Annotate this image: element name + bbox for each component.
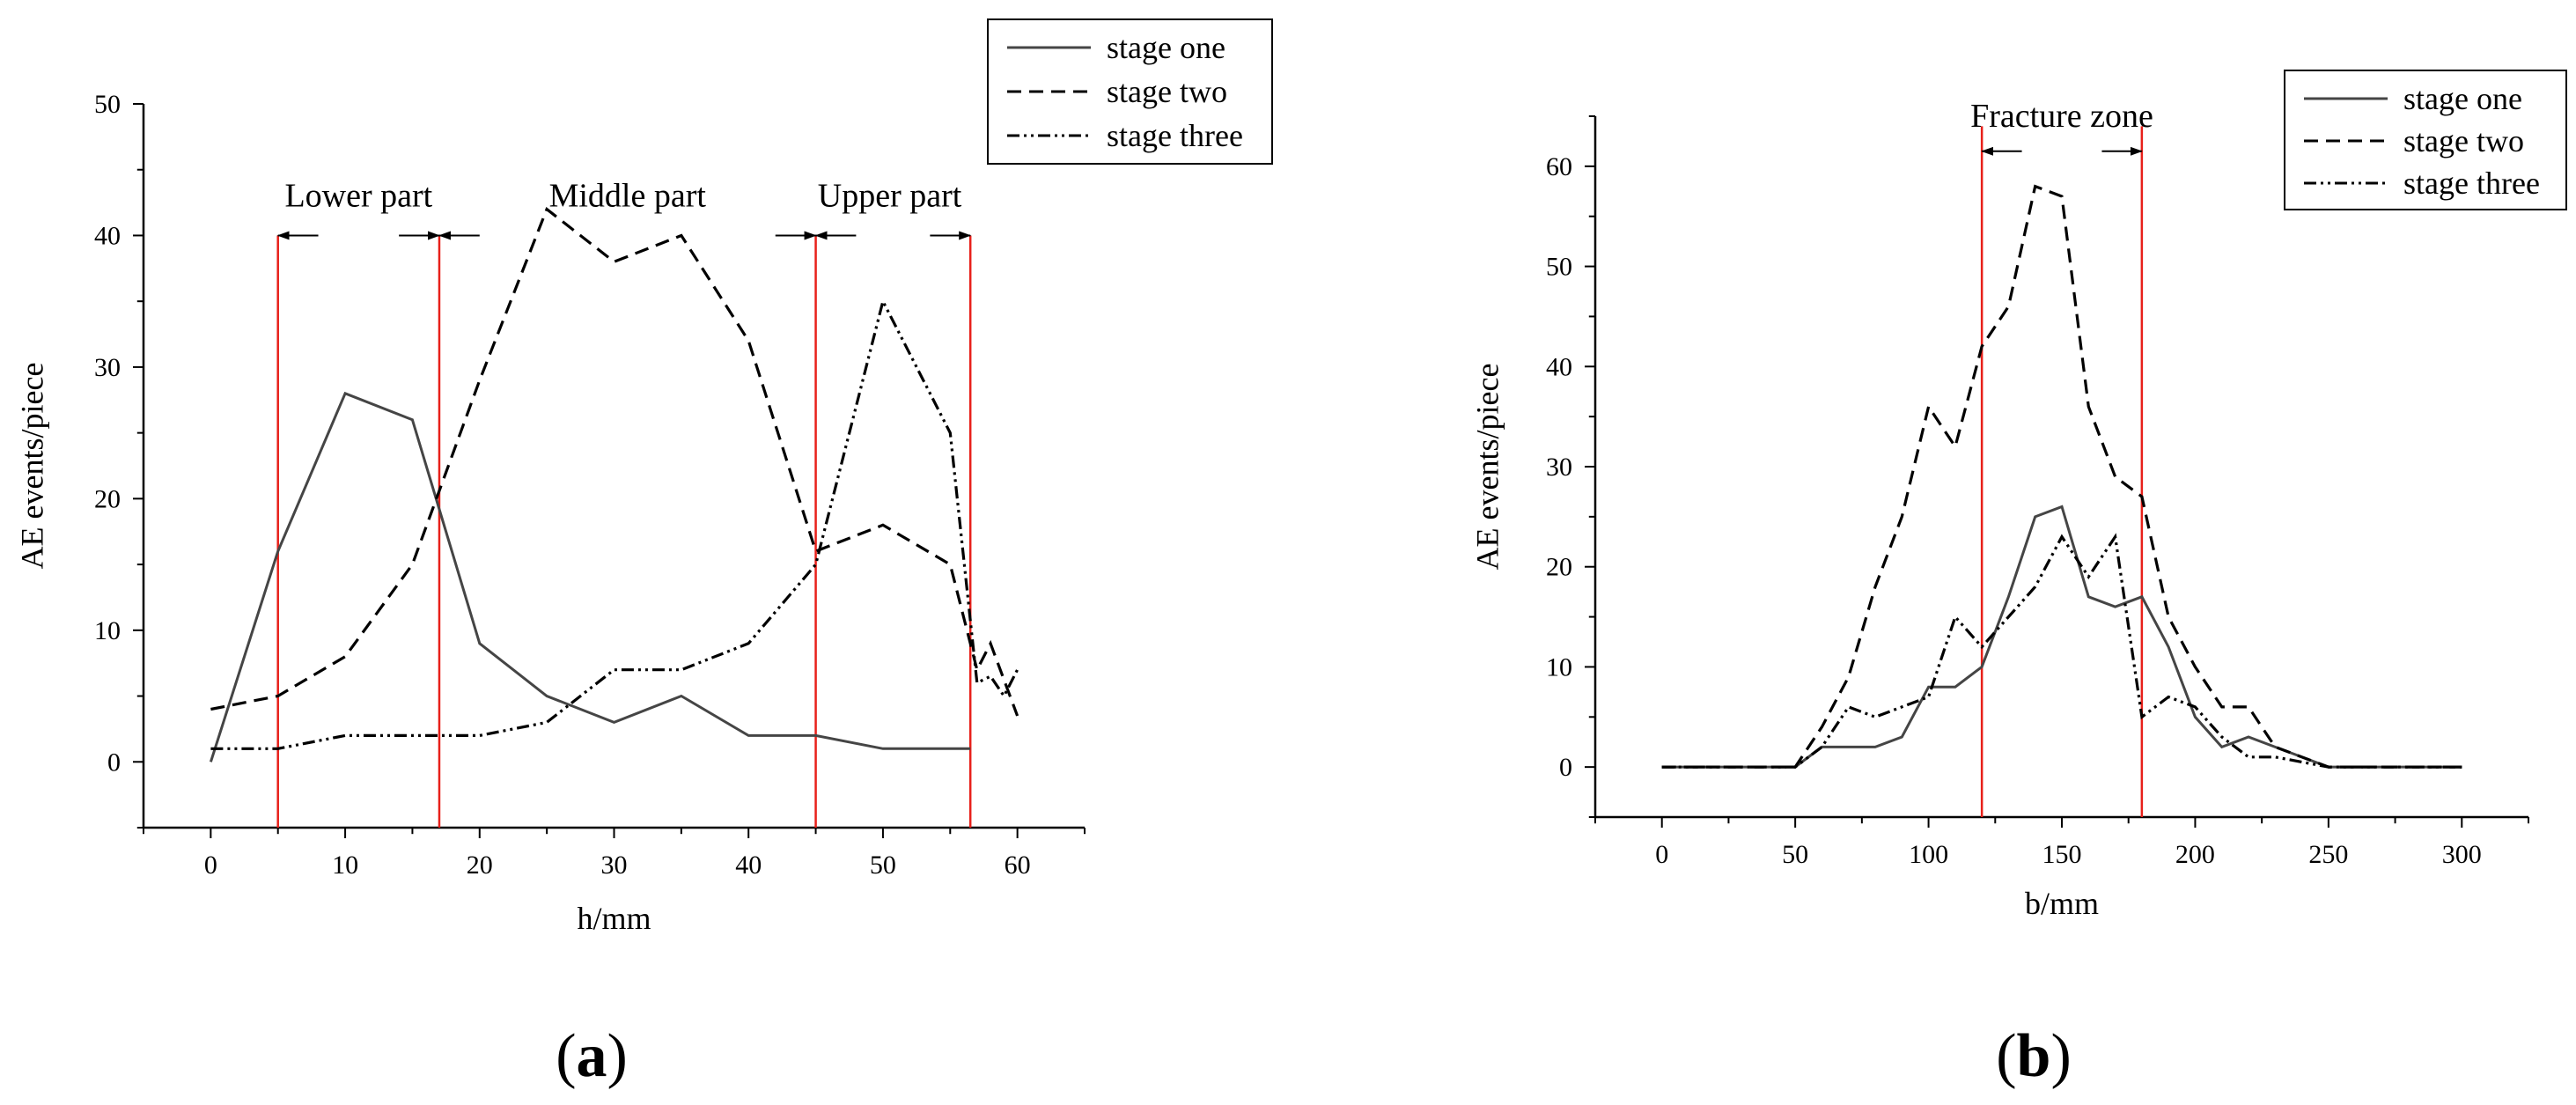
panel-b-x-tick-label: 250	[2308, 840, 2348, 869]
panel-a-label: (a)	[556, 1022, 628, 1090]
panel-a-x-tick-label: 10	[332, 851, 358, 880]
panel-a-x-tick-label: 40	[735, 851, 762, 880]
panel-a-y-tick-label: 50	[94, 90, 121, 119]
panel-b-x-tick-label: 300	[2442, 840, 2482, 869]
panel-a-y-tick-label: 10	[94, 616, 121, 645]
panel-a-legend-label: stage three	[1107, 118, 1243, 153]
panel-b-x-tick-label: 100	[1909, 840, 1948, 869]
panel-a-y-tick-label: 0	[107, 748, 121, 777]
chart-panel-b: (b) 0 50 100 150 200 250 300 0 10 20 30 40 50 60 b/mm A…	[1469, 70, 2567, 1090]
panel-a-x-tick-label: 50	[870, 851, 896, 880]
panel-a-x-tick-label: 0	[204, 851, 217, 880]
panel-a-y-axis-title: AE events/piece	[14, 363, 49, 570]
panel-a-series-line-stage-one	[209, 391, 971, 762]
panel-b-legend-label: stage three	[2403, 166, 2540, 201]
panel-b-y-tick-label: 20	[1546, 553, 1572, 582]
panel-a-series-line-stage-three	[210, 297, 1019, 750]
panel-a-x-tick-label: 60	[1005, 851, 1031, 880]
panel-a-x-axis-title: h/mm	[577, 901, 651, 936]
panel-b-x-tick-label: 0	[1655, 840, 1668, 869]
panel-b-zone-annotation: Fracture zone	[1970, 98, 2153, 135]
panel-b-x-tick-label: 50	[1782, 840, 1808, 869]
panel-b-y-tick-label: 60	[1546, 152, 1572, 181]
panel-b-x-tick-label: 150	[2042, 840, 2082, 869]
panel-b-legend-label: stage one	[2403, 81, 2522, 116]
panel-a-x-tick-label: 30	[601, 851, 628, 880]
panel-b-x-axis-title: b/mm	[2025, 886, 2099, 921]
panel-b-series-line-stage-three	[1661, 533, 2462, 769]
panel-b-x-tick-label: 200	[2175, 840, 2215, 869]
panel-b-y-tick-label: 10	[1546, 652, 1572, 681]
panel-a-y-tick-label: 40	[94, 221, 121, 250]
panel-a-legend-label: stage one	[1107, 30, 1225, 65]
panel-b-letter: b	[2017, 1022, 2051, 1090]
panel-b-series-line-stage-two	[1661, 184, 2462, 769]
panel-a-y-tick-label: 30	[94, 353, 121, 382]
chart-panel-a: (a) 0 10 20 30 40 50 60 0 10 20 30 40 50 h/mm AE event…	[14, 18, 1273, 1090]
panel-a-letter: a	[577, 1022, 607, 1090]
panel-b-y-axis-title: AE events/piece	[1469, 364, 1505, 571]
panel-b-y-tick-label: 40	[1546, 352, 1572, 381]
panel-a-zone-annotation: Lower part	[284, 178, 432, 215]
panel-a-y-tick-label: 20	[94, 484, 121, 513]
panel-b-y-tick-label: 50	[1546, 253, 1572, 282]
panel-b-y-tick-label: 30	[1546, 453, 1572, 482]
panel-b-y-tick-label: 0	[1559, 753, 1572, 782]
panel-b-series-line-stage-one	[1661, 505, 2462, 769]
panel-a-zone-annotation: Upper part	[818, 178, 962, 215]
panel-a-series-line-stage-two	[210, 207, 1019, 717]
panel-b-legend-label: stage two	[2403, 123, 2524, 158]
panel-a-zone-annotation: Middle part	[549, 178, 707, 215]
panel-a-legend-label: stage two	[1107, 74, 1227, 109]
panel-a-x-tick-label: 20	[467, 851, 493, 880]
panel-b-label: (b)	[1996, 1022, 2072, 1090]
